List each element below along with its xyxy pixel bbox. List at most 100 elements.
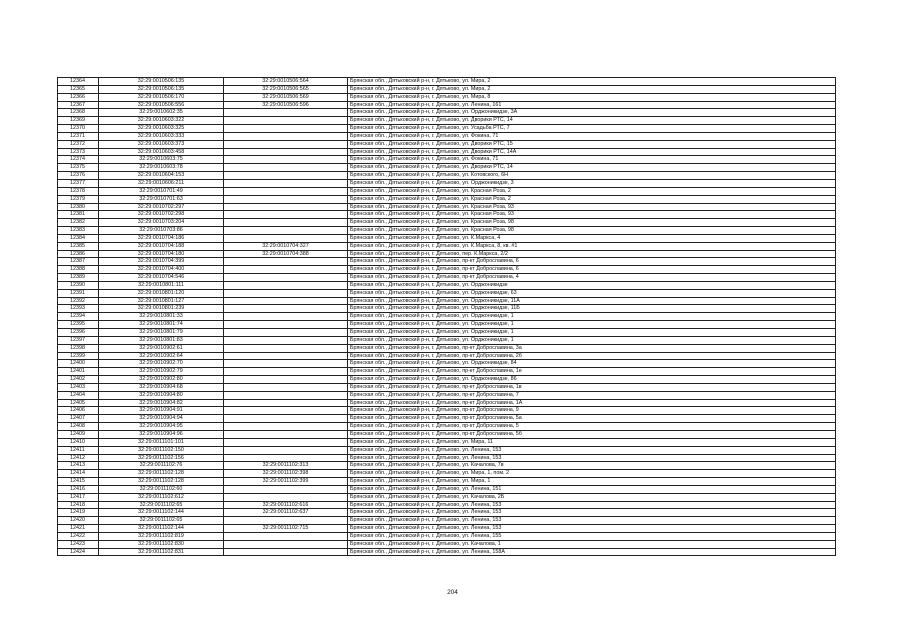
row-number-cell: 12416 [57, 484, 99, 494]
address-cell: Брянская обл., Дятьковский р-н, г. Дятьк… [347, 516, 836, 526]
address-cell: Брянская обл., Дятьковский р-н, г. Дятьк… [347, 139, 836, 149]
related-cadastral-number-cell [223, 288, 348, 298]
address-cell: Брянская обл., Дятьковский р-н, г. Дятьк… [347, 312, 836, 322]
address-cell: Брянская обл., Дятьковский р-н, г. Дятьк… [347, 453, 836, 463]
cadastral-number-cell: 32:29:0010506:556 [98, 100, 224, 110]
table-row: 12386 32:29:0010704:180 32:29:0010704:388 Б… [57, 249, 836, 259]
address-cell: Брянская обл., Дятьковский р-н, г. Дятьк… [347, 273, 836, 282]
address-cell: Брянская обл., Дятьковский р-н, г. Дятьк… [347, 178, 836, 188]
cadastral-number-cell: 32:29:0010902:70 [98, 359, 224, 369]
row-number-cell: 12401 [57, 367, 99, 377]
cadastral-number-cell: 32:29:0010902:79 [98, 367, 224, 377]
table-row: 12399 32:29:0010902:64 Брянская обл., Дять… [57, 351, 836, 361]
related-cadastral-number-cell [223, 429, 348, 439]
row-number-cell: 12424 [57, 547, 99, 557]
cadastral-number-cell: 32:29:0010902:80 [98, 375, 224, 384]
row-number-cell: 12405 [57, 398, 99, 408]
cadastral-number-cell: 32:29:0011102:819 [98, 531, 224, 541]
address-cell: Брянская обл., Дятьковский р-н, г. Дятьк… [347, 233, 836, 243]
address-cell: Брянская обл., Дятьковский р-н, г. Дятьк… [347, 210, 836, 220]
cadastral-number-cell: 32:29:0010904:94 [98, 414, 224, 424]
row-number-cell: 12368 [57, 108, 99, 118]
related-cadastral-number-cell [223, 445, 348, 455]
cadastral-number-cell: 32:29:0010603:325 [98, 124, 224, 133]
row-number-cell: 12394 [57, 312, 99, 322]
table-row: 12396 32:29:0010801:79 Брянская обл., Дять… [57, 328, 836, 337]
related-cadastral-number-cell: 32:29:0010506:565 [223, 84, 348, 94]
cadastral-number-cell: 32:29:0010704:399 [98, 257, 224, 267]
related-cadastral-number-cell [223, 304, 348, 314]
cadastral-number-cell: 32:29:0010702:297 [98, 202, 224, 212]
cadastral-number-cell: 32:29:0010801:127 [98, 296, 224, 306]
cadastral-number-cell: 32:29:0011102:144 [98, 508, 224, 518]
row-number-cell: 12370 [57, 124, 99, 133]
related-cadastral-number-cell [223, 226, 348, 235]
table-row: 12369 32:29:0010603:322 Брянская обл., Дят… [57, 116, 836, 126]
table-row: 12384 32:29:0010704:186 Брянская обл., Дят… [57, 233, 836, 243]
table-row: 12419 32:29:0011102:144 32:29:0011102:637 Б… [57, 508, 836, 518]
cadastral-number-cell: 32:29:0010902:61 [98, 343, 224, 353]
cadastral-number-cell: 32:29:0010704:186 [98, 233, 224, 243]
address-cell: Брянская обл., Дятьковский р-н, г. Дятьк… [347, 508, 836, 518]
row-number-cell: 12369 [57, 116, 99, 126]
cadastral-number-cell: 32:29:0010904:82 [98, 398, 224, 408]
row-number-cell: 12374 [57, 155, 99, 165]
cadastral-number-cell: 32:29:0010703:204 [98, 218, 224, 228]
cadastral-number-cell: 32:29:0010904:68 [98, 382, 224, 392]
address-cell: Брянская обл., Дятьковский р-н, г. Дятьк… [347, 477, 836, 486]
table-row: 12408 32:29:0010904:95 Брянская обл., Дять… [57, 422, 836, 431]
table-row: 12415 32:29:0011102:128 32:29:0011102:399 Б… [57, 477, 836, 486]
row-number-cell: 12421 [57, 524, 99, 533]
related-cadastral-number-cell [223, 406, 348, 416]
address-cell: Брянская обл., Дятьковский р-н, г. Дятьк… [347, 328, 836, 337]
related-cadastral-number-cell [223, 414, 348, 424]
address-cell: Брянская обл., Дятьковский р-н, г. Дятьк… [347, 500, 836, 510]
table-row: 12400 32:29:0010902:70 Брянская обл., Дять… [57, 359, 836, 369]
address-cell: Брянская обл., Дятьковский р-н, г. Дятьк… [347, 382, 836, 392]
row-number-cell: 12418 [57, 500, 99, 510]
related-cadastral-number-cell [223, 359, 348, 369]
table-row: 12411 32:29:0011102:150 Брянская обл., Дят… [57, 445, 836, 455]
cadastral-number-cell: 32:29:0010704:400 [98, 265, 224, 275]
address-cell: Брянская обл., Дятьковский р-н, г. Дятьк… [347, 524, 836, 533]
address-cell: Брянская обл., Дятьковский р-н, г. Дятьк… [347, 100, 836, 110]
related-cadastral-number-cell: 32:29:0010506:564 [223, 77, 348, 86]
table-row: 12397 32:29:0010801:83 Брянская обл., Дять… [57, 335, 836, 345]
row-number-cell: 12417 [57, 492, 99, 502]
related-cadastral-number-cell [223, 422, 348, 431]
cadastral-number-cell: 32:29:0010701:63 [98, 194, 224, 204]
table-row: 12417 32:29:0011102:612 Брянская обл., Дят… [57, 492, 836, 502]
address-cell: Брянская обл., Дятьковский р-н, г. Дятьк… [347, 547, 836, 557]
address-cell: Брянская обл., Дятьковский р-н, г. Дятьк… [347, 124, 836, 133]
table-row: 12398 32:29:0010902:61 Брянская обл., Дять… [57, 343, 836, 353]
row-number-cell: 12389 [57, 273, 99, 282]
address-cell: Брянская обл., Дятьковский р-н, г. Дятьк… [347, 461, 836, 471]
cadastral-number-cell: 32:29:0010604:153 [98, 171, 224, 180]
cadastral-number-cell: 32:29:0011102:65 [98, 500, 224, 510]
table-row: 12379 32:29:0010701:63 Брянская обл., Дять… [57, 194, 836, 204]
related-cadastral-number-cell [223, 398, 348, 408]
table-row: 12381 32:29:0010702:298 Брянская обл., Дят… [57, 210, 836, 220]
row-number-cell: 12376 [57, 171, 99, 180]
cadastral-number-cell: 32:29:0010704:188 [98, 241, 224, 251]
related-cadastral-number-cell [223, 382, 348, 392]
cadastral-number-cell: 32:29:0011102:150 [98, 445, 224, 455]
address-cell: Брянская обл., Дятьковский р-н, г. Дятьк… [347, 375, 836, 384]
table-row: 12424 32:29:0011102:831 Брянская обл., Дят… [57, 547, 836, 557]
address-cell: Брянская обл., Дятьковский р-н, г. Дятьк… [347, 531, 836, 541]
address-cell: Брянская обл., Дятьковский р-н, г. Дятьк… [347, 226, 836, 235]
table-row: 12368 32:29:0010602:35 Брянская обл., Дять… [57, 108, 836, 118]
table-row: 12414 32:29:0011102:128 32:29:0011102:398 Б… [57, 469, 836, 479]
table-row: 12382 32:29:0010703:204 Брянская обл., Дят… [57, 218, 836, 228]
address-cell: Брянская обл., Дятьковский р-н, г. Дятьк… [347, 84, 836, 94]
row-number-cell: 12395 [57, 320, 99, 329]
address-cell: Брянская обл., Дятьковский р-н, г. Дятьк… [347, 320, 836, 329]
related-cadastral-number-cell [223, 155, 348, 165]
table-row: 12388 32:29:0010704:400 Брянская обл., Дят… [57, 265, 836, 275]
cadastral-number-cell: 32:29:0010801:120 [98, 288, 224, 298]
row-number-cell: 12422 [57, 531, 99, 541]
table-row: 12377 32:29:0010606:211 Брянская обл., Дят… [57, 178, 836, 188]
table-row: 12406 32:29:0010904:91 Брянская обл., Дять… [57, 406, 836, 416]
row-number-cell: 12420 [57, 516, 99, 526]
related-cadastral-number-cell [223, 273, 348, 282]
